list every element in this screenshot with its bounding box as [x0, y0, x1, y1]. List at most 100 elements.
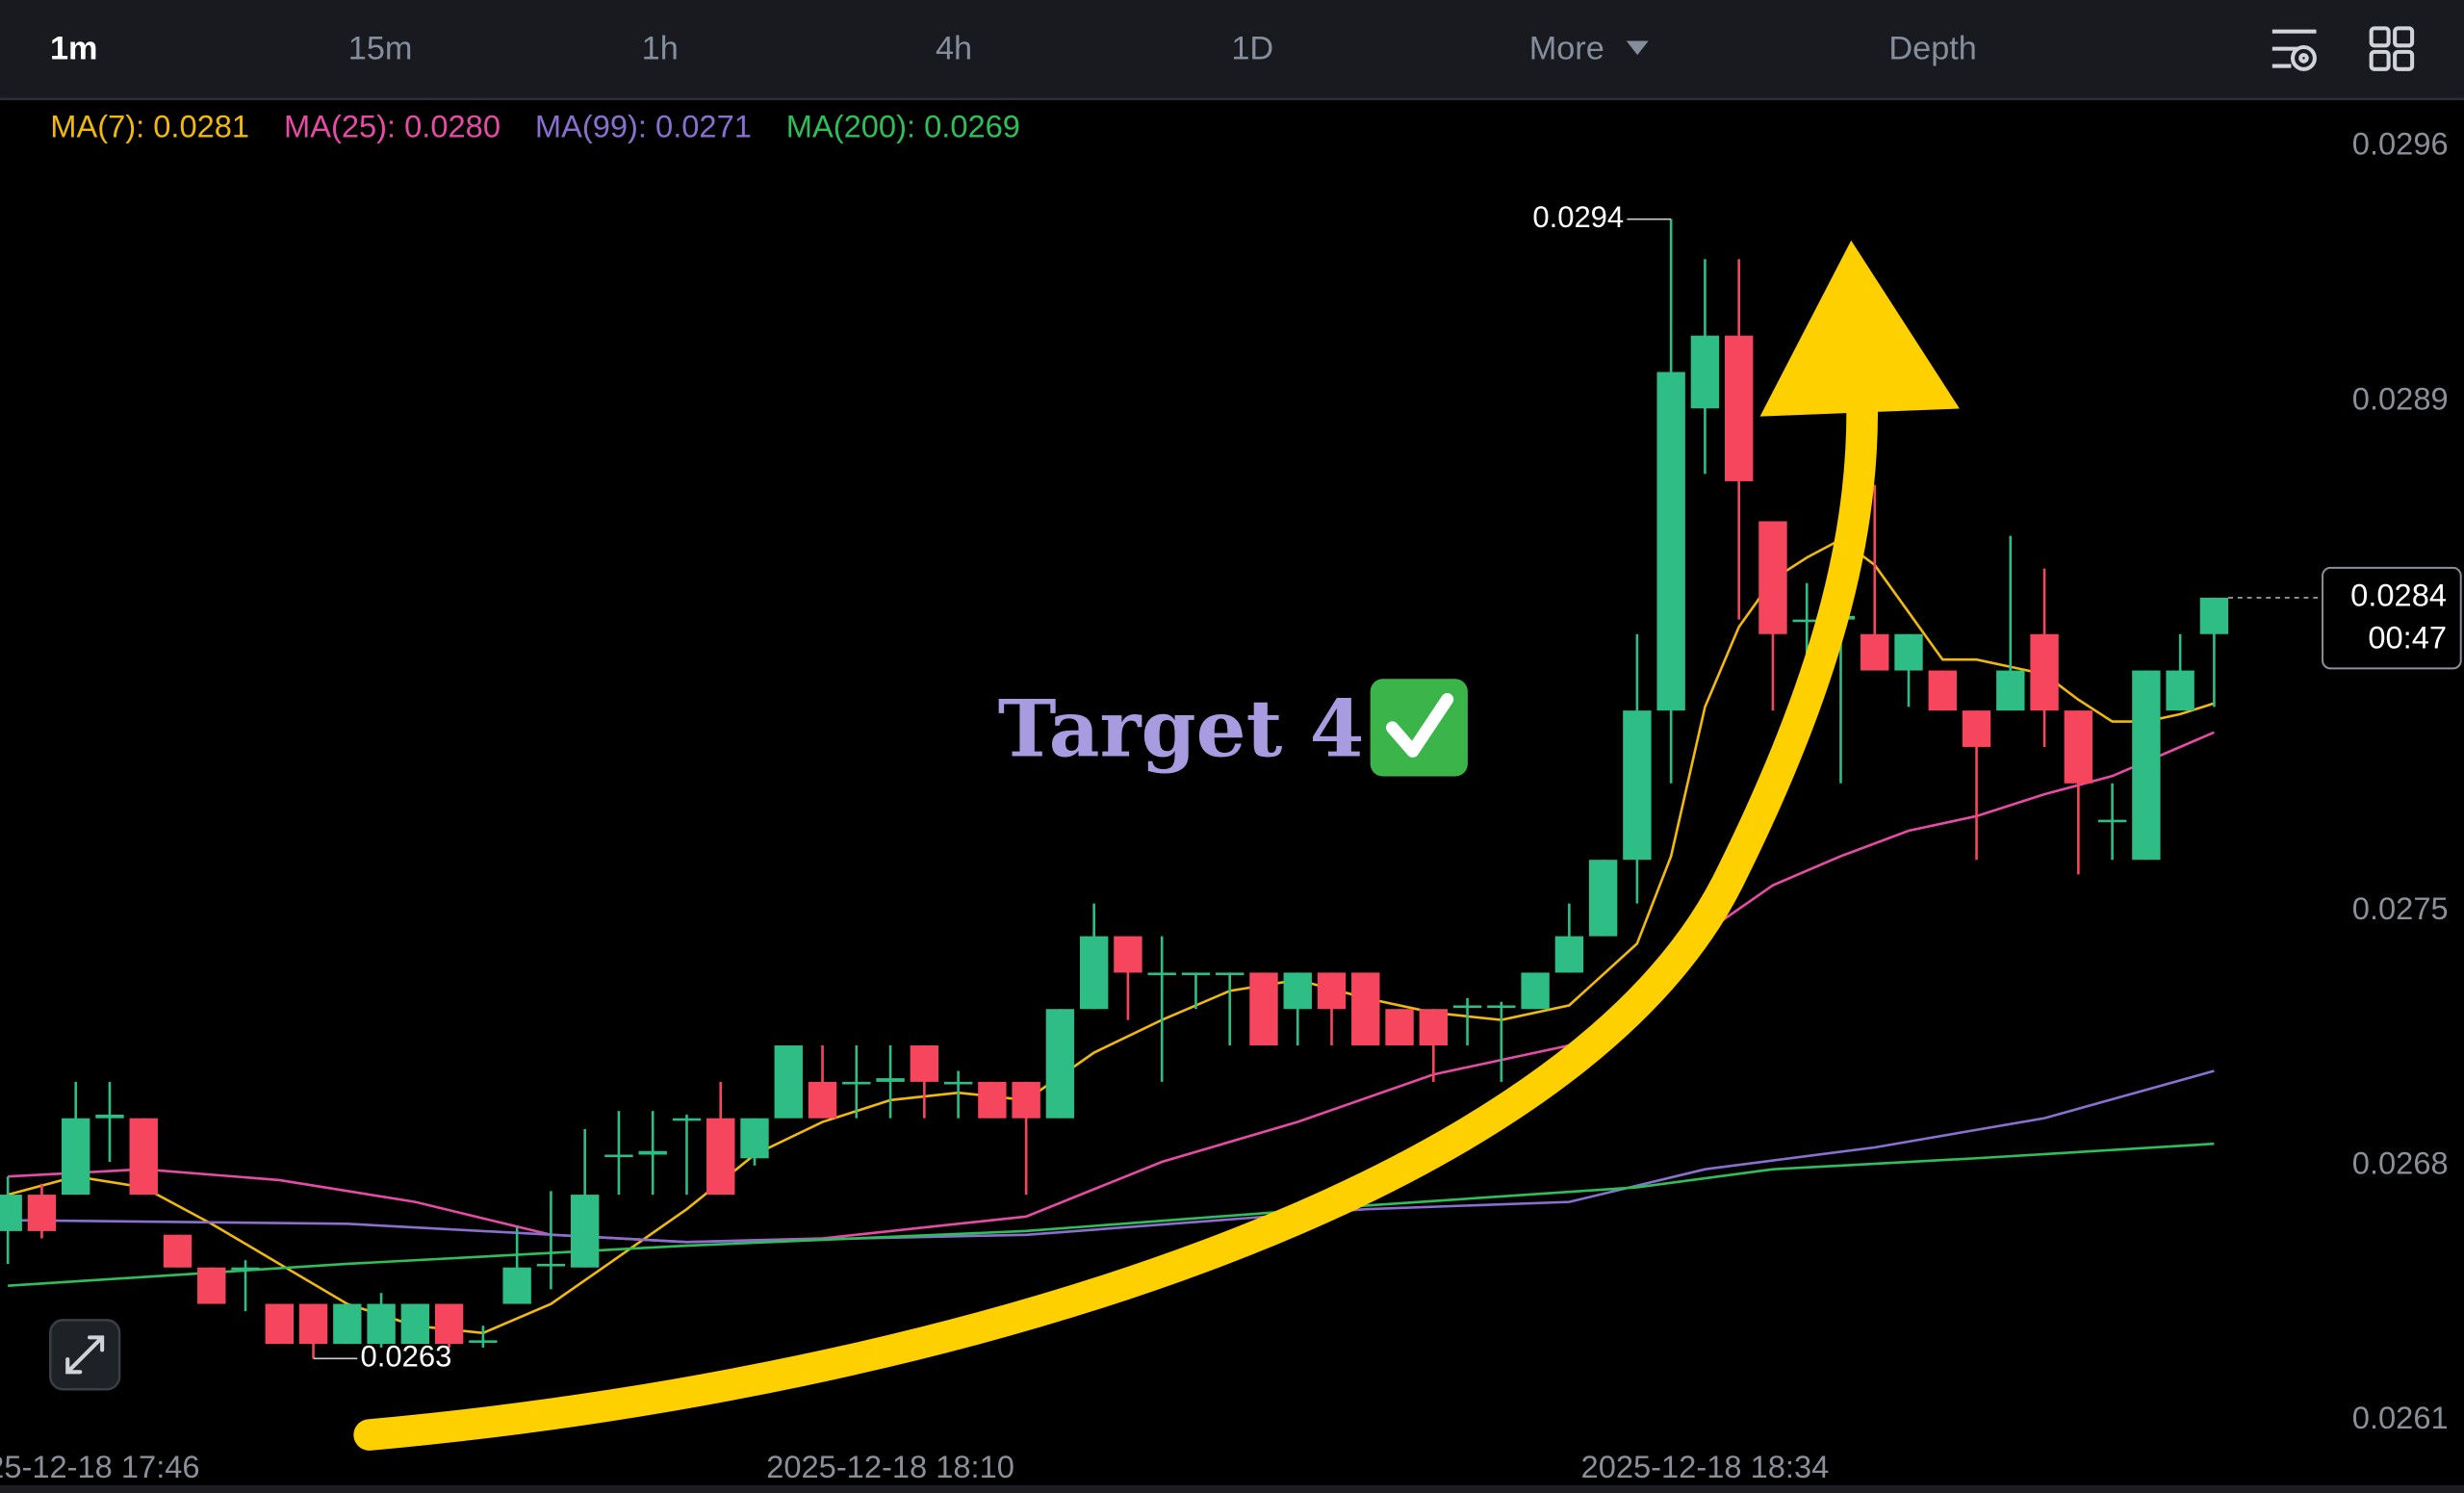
y-tick-label: 0.0275 [2352, 890, 2449, 926]
candle-body [1181, 972, 1211, 976]
candle-body [469, 1340, 498, 1343]
y-tick-label: 0.0296 [2352, 126, 2449, 162]
candle-body [231, 1267, 260, 1271]
candle-body [298, 1303, 328, 1345]
candle-body [265, 1303, 294, 1345]
candle-body [978, 1081, 1007, 1119]
candle-body [163, 1234, 192, 1268]
candle-body [2097, 819, 2127, 823]
candle-body [1656, 372, 1685, 711]
candle-body [367, 1303, 396, 1345]
bottom-bar [0, 1484, 2464, 1493]
candle-body [706, 1118, 735, 1196]
candle-body [2030, 633, 2059, 711]
expand-button[interactable] [49, 1319, 121, 1391]
candle-body [1623, 710, 1652, 861]
candle-body [27, 1195, 57, 1231]
candle-body [808, 1081, 837, 1119]
price-box [2322, 566, 2462, 670]
candle-body [333, 1303, 362, 1345]
legend-entry: MA(25): 0.0280 [284, 109, 500, 144]
ma-line [8, 1142, 2215, 1287]
candle-body [740, 1118, 769, 1159]
candle-body [672, 1118, 702, 1121]
candle-body [1690, 335, 1720, 409]
legend-entry: MA(7): 0.0281 [50, 109, 249, 144]
candle-body [1045, 1009, 1075, 1119]
toolbar [0, 0, 2464, 99]
candle-body [197, 1267, 226, 1304]
tab[interactable]: 1D [1231, 30, 1273, 66]
countdown: 00:47 [2368, 620, 2447, 656]
candle-body [502, 1267, 531, 1304]
candle-body [1792, 619, 1821, 623]
candle-body [570, 1195, 600, 1268]
tab[interactable]: 4h [936, 30, 972, 66]
candle-body [1283, 972, 1312, 1010]
more-caret [1626, 40, 1649, 56]
annotation: Target 4 [998, 683, 1365, 776]
candle-body [62, 1118, 90, 1196]
candle-body [536, 1263, 566, 1267]
candle-body [1452, 1005, 1482, 1009]
candle-body [1724, 335, 1754, 481]
candle-body [2064, 710, 2093, 784]
tab[interactable]: 1h [642, 30, 679, 66]
candle-body [129, 1118, 158, 1196]
tab[interactable]: Depth [1888, 30, 1976, 66]
candle-body [95, 1114, 124, 1119]
candle-body [1079, 936, 1109, 1010]
tab[interactable]: More [1529, 30, 1604, 66]
arrow-head [1759, 240, 1960, 417]
candle-body [1317, 972, 1347, 1010]
price-label: 0.0284 [2350, 578, 2447, 613]
candle-body [1758, 521, 1787, 634]
ma-line [7, 537, 2215, 1335]
settings-icon[interactable] [2272, 29, 2317, 71]
y-tick-label: 0.0261 [2352, 1400, 2449, 1435]
candle-body [1861, 633, 1889, 671]
candle-body [910, 1045, 939, 1082]
candle-body [1147, 972, 1176, 976]
x-tick-label: 2025-12-18 18:10 [766, 1449, 1014, 1484]
x-tick-label: 2025-12-18 17:46 [0, 1449, 200, 1484]
candle-body [1385, 1009, 1414, 1046]
y-tick-label: 0.0268 [2352, 1145, 2449, 1180]
plot: 0.02610.02680.02750.02820.02890.02962025… [0, 109, 2462, 1484]
candle-body [1521, 972, 1550, 1010]
high-label: 0.0294 [1532, 200, 1624, 234]
check-icon [1370, 679, 1468, 777]
candle-body [1114, 936, 1142, 973]
candle-body [1554, 936, 1584, 973]
candle-body [1249, 972, 1278, 1046]
candle-body [1487, 1005, 1516, 1009]
layout-icon[interactable] [2369, 26, 2415, 71]
candle-body [1588, 860, 1618, 937]
legend-entry: MA(200): 0.0269 [786, 109, 1020, 144]
tabs: 1m 15m 1h 4h 1D More Depth [50, 30, 1977, 66]
low-label: 0.0263 [361, 1339, 452, 1373]
candle-body [876, 1078, 905, 1082]
candle-body [1894, 633, 1923, 671]
tab[interactable]: 1m [50, 30, 98, 66]
candle-body [943, 1081, 973, 1085]
tab[interactable]: 15m [348, 30, 413, 66]
candle-body [1012, 1081, 1040, 1119]
candle-body [1928, 670, 1957, 711]
candle-body [1996, 670, 2025, 711]
candle-body [2132, 670, 2161, 861]
candle-body [400, 1303, 430, 1345]
candle-body [842, 1081, 871, 1085]
candle-body [2199, 597, 2229, 634]
candle-body [1962, 710, 1991, 747]
x-tick-label: 2025-12-18 18:34 [1581, 1449, 1830, 1484]
candle-body [0, 1195, 22, 1231]
legend-entry: MA(99): 0.0271 [535, 109, 752, 144]
candle-body [434, 1303, 464, 1345]
candle-body [638, 1150, 667, 1155]
candle-body [1419, 1009, 1448, 1046]
candle-body [1216, 972, 1245, 976]
candle-body [1351, 972, 1380, 1046]
y-tick-label: 0.0289 [2352, 380, 2449, 416]
